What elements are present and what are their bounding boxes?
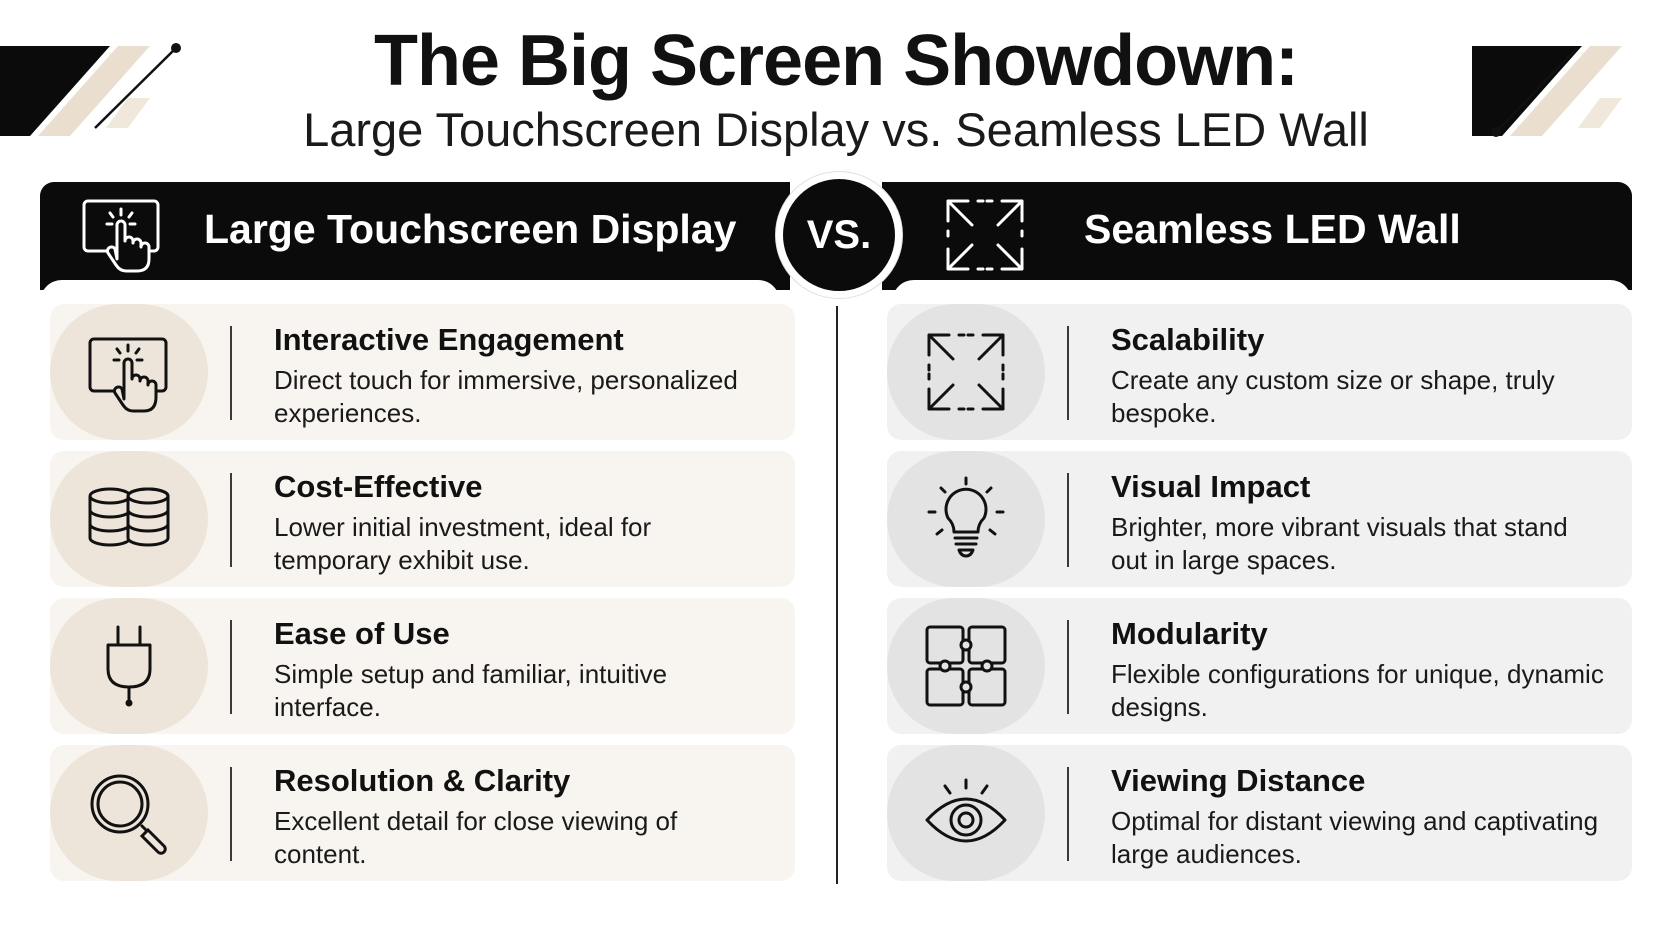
expand-arrows-icon: [946, 199, 1024, 271]
feature-icon-circle: [887, 304, 1045, 440]
feature-card: Ease of Use Simple setup and familiar, i…: [50, 598, 795, 734]
card-separator: [1067, 473, 1069, 567]
column-divider: [836, 306, 838, 884]
feature-icon-circle: [50, 598, 208, 734]
feature-title: Visual Impact: [1111, 469, 1311, 504]
feature-title: Viewing Distance: [1111, 763, 1366, 798]
feature-card: Resolution & Clarity Excellent detail fo…: [50, 745, 795, 881]
corner-stripes-decoration: [1472, 46, 1622, 137]
feature-card: Modularity Flexible configurations for u…: [887, 598, 1632, 734]
feature-title: Cost-Effective: [274, 469, 483, 504]
card-separator: [1067, 620, 1069, 714]
puzzle-modules-icon: [925, 625, 1007, 707]
feature-description: Create any custom size or shape, truly b…: [1111, 365, 1555, 428]
right-column-title: Seamless LED Wall: [1084, 206, 1461, 252]
feature-card: Viewing Distance Optimal for distant vie…: [887, 745, 1632, 881]
feature-description: Brighter, more vibrant visuals that stan…: [1111, 512, 1568, 575]
feature-title: Scalability: [1111, 322, 1265, 357]
feature-description: Simple setup and familiar, intuitive int…: [274, 659, 668, 722]
feature-card: Interactive Engagement Direct touch for …: [50, 304, 795, 440]
banner-bottom-curve: [892, 280, 1632, 302]
feature-description: Lower initial investment, ideal for temp…: [274, 512, 652, 575]
power-plug-icon: [106, 625, 152, 707]
card-separator: [1067, 326, 1069, 420]
feature-description: Flexible configurations for unique, dyna…: [1111, 659, 1604, 722]
feature-icon-circle: [887, 598, 1045, 734]
feature-title: Resolution & Clarity: [274, 763, 571, 798]
right-feature-list: Scalability Create any custom size or sh…: [887, 304, 1632, 892]
feature-description: Direct touch for immersive, personalized…: [274, 365, 738, 428]
feature-title: Ease of Use: [274, 616, 450, 651]
card-separator: [230, 326, 232, 420]
feature-description: Optimal for distant viewing and captivat…: [1111, 806, 1599, 869]
feature-title: Modularity: [1111, 616, 1268, 651]
magnifier-icon: [90, 774, 167, 855]
feature-icon-circle: [50, 451, 208, 587]
left-feature-list: Interactive Engagement Direct touch for …: [50, 304, 795, 892]
corner-stripes-decoration: [0, 43, 181, 136]
card-separator: [230, 767, 232, 861]
left-column-header: Large Touchscreen Display: [40, 182, 790, 302]
coin-stack-icon: [88, 487, 170, 547]
right-column-header: Seamless LED Wall: [882, 182, 1632, 302]
eye-icon: [925, 778, 1007, 843]
page-subtitle: Large Touchscreen Display vs. Seamless L…: [303, 103, 1369, 156]
feature-card: Visual Impact Brighter, more vibrant vis…: [887, 451, 1632, 587]
expand-arrows-icon: [927, 333, 1005, 411]
feature-title: Interactive Engagement: [274, 322, 624, 357]
card-separator: [230, 620, 232, 714]
page-title: The Big Screen Showdown:: [373, 21, 1299, 101]
banner-bottom-curve: [40, 280, 780, 302]
feature-description: Excellent detail for close viewing of co…: [274, 806, 678, 869]
vs-badge: VS.: [776, 172, 902, 298]
feature-card: Cost-Effective Lower initial investment,…: [50, 451, 795, 587]
touch-screen-icon: [82, 199, 160, 273]
feature-icon-circle: [887, 451, 1045, 587]
left-column-title: Large Touchscreen Display: [204, 206, 737, 252]
card-separator: [230, 473, 232, 567]
touch-screen-icon: [88, 337, 168, 413]
card-separator: [1067, 767, 1069, 861]
feature-icon-circle: [887, 745, 1045, 881]
feature-icon-circle: [50, 745, 208, 881]
lightbulb-icon: [927, 476, 1005, 558]
feature-card: Scalability Create any custom size or sh…: [887, 304, 1632, 440]
feature-icon-circle: [50, 304, 208, 440]
